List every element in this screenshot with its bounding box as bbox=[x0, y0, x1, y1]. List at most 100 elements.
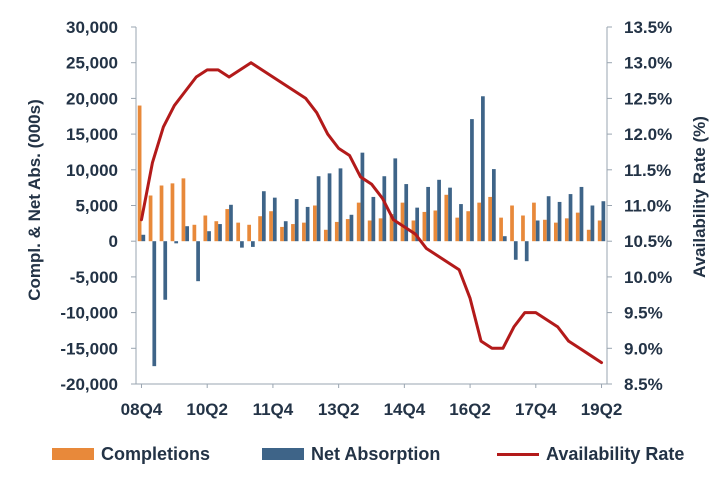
net-absorption-swatch bbox=[262, 448, 304, 460]
net-absorption-bar bbox=[207, 231, 211, 242]
legend-label-availability-rate: Availability Rate bbox=[546, 443, 685, 464]
net-absorption-bar bbox=[404, 184, 409, 242]
completions-bar bbox=[356, 202, 361, 242]
net-absorption-bar bbox=[152, 241, 157, 367]
net-absorption-bar bbox=[535, 220, 540, 242]
right-tick-label: 13.0% bbox=[624, 54, 672, 73]
net-absorption-bar bbox=[283, 221, 288, 242]
right-tick-label: 10.5% bbox=[624, 232, 672, 251]
completions-bar bbox=[400, 202, 405, 242]
right-tick-label: 9.5% bbox=[624, 304, 663, 323]
right-tick-label: 11.0% bbox=[624, 197, 671, 216]
right-axis-ticks: 8.5% 9.0% 9.5% 10.0% 10.5% 11.0% 11.5% 12.0% 12.… bbox=[607, 18, 672, 394]
completions-bar bbox=[181, 178, 186, 242]
net-absorption-bar bbox=[557, 201, 562, 242]
net-absorption-bar bbox=[218, 224, 222, 242]
completions-bar bbox=[367, 220, 372, 242]
completions-bar bbox=[477, 202, 482, 242]
x-tick-label: 13Q2 bbox=[318, 400, 360, 419]
completions-bar bbox=[137, 105, 142, 242]
completions-bar bbox=[553, 222, 558, 242]
completions-bar bbox=[302, 222, 306, 242]
net-absorption-bar bbox=[338, 168, 343, 242]
net-absorption-bar bbox=[448, 187, 452, 242]
right-axis-title: Availability Rate (%) bbox=[690, 116, 709, 278]
net-absorption-bar bbox=[502, 236, 507, 242]
net-absorption-bar bbox=[261, 191, 266, 242]
left-tick-label: 25,000 bbox=[66, 54, 118, 73]
net-absorption-bar bbox=[601, 201, 606, 242]
legend-item-availability-rate: Availability Rate bbox=[497, 436, 684, 472]
completions-bar bbox=[236, 222, 241, 242]
net-absorption-bar bbox=[590, 205, 595, 242]
right-tick-label: 13.5% bbox=[624, 18, 672, 37]
net-absorption-bar bbox=[196, 241, 200, 282]
net-absorption-bar bbox=[470, 119, 474, 242]
left-tick-label: -5,000 bbox=[70, 268, 118, 287]
completions-bar bbox=[586, 229, 591, 242]
completions-swatch bbox=[52, 448, 94, 460]
completions-bar bbox=[203, 215, 208, 242]
completions-bar bbox=[291, 224, 295, 242]
right-tick-label: 12.0% bbox=[624, 125, 672, 144]
net-absorption-bar bbox=[294, 199, 299, 242]
x-axis-ticks: 08Q4 10Q2 11Q4 13Q2 14Q4 16Q2 17Q4 19Q2 bbox=[121, 384, 623, 419]
net-absorption-bar bbox=[141, 234, 146, 242]
legend-label-net-absorption: Net Absorption bbox=[311, 443, 441, 464]
completions-bar bbox=[411, 220, 416, 242]
left-tick-label: -20,000 bbox=[60, 375, 118, 394]
completions-bar bbox=[148, 195, 153, 242]
completions-bar bbox=[543, 219, 547, 242]
left-tick-label: 10,000 bbox=[66, 161, 118, 180]
net-absorption-bar bbox=[568, 194, 573, 242]
net-absorption-bar bbox=[426, 186, 430, 242]
completions-bar bbox=[313, 205, 317, 242]
completions-bar bbox=[564, 218, 569, 242]
availability-line-swatch bbox=[497, 452, 539, 456]
left-tick-label: -15,000 bbox=[60, 339, 118, 358]
completions-bar bbox=[214, 221, 219, 242]
x-tick-label: 19Q2 bbox=[581, 400, 623, 419]
bars-layer bbox=[137, 96, 606, 367]
completions-bar bbox=[433, 210, 438, 242]
net-absorption-bar bbox=[240, 241, 244, 248]
completions-bar bbox=[192, 224, 197, 242]
left-axis-ticks: -20,000 -15,000 -10,000 -5,000 0 5,000 10,000 1… bbox=[60, 18, 136, 394]
net-absorption-bar bbox=[524, 241, 529, 262]
right-tick-label: 8.5% bbox=[624, 375, 663, 394]
net-absorption-bar bbox=[459, 204, 463, 242]
completions-bar bbox=[488, 196, 492, 242]
net-absorption-bar bbox=[272, 197, 277, 242]
net-absorption-bar bbox=[415, 207, 420, 242]
net-absorption-bar bbox=[174, 241, 179, 244]
completions-bar bbox=[597, 220, 602, 242]
left-tick-label: 5,000 bbox=[75, 197, 118, 216]
right-tick-label: 9.0% bbox=[624, 339, 663, 358]
x-tick-label: 17Q4 bbox=[515, 400, 557, 419]
legend: Completions Net Absorption Availability … bbox=[0, 436, 724, 472]
completions-bar bbox=[389, 214, 394, 242]
left-tick-label: -10,000 bbox=[60, 304, 118, 323]
completions-bar bbox=[532, 202, 536, 242]
x-tick-label: 08Q4 bbox=[121, 400, 163, 419]
net-absorption-bar bbox=[491, 169, 496, 242]
net-absorption-bar bbox=[579, 186, 584, 242]
net-absorption-bar bbox=[251, 241, 255, 247]
net-absorption-bar bbox=[546, 196, 551, 242]
x-tick-label: 14Q4 bbox=[384, 400, 426, 419]
completions-bar bbox=[575, 212, 580, 242]
x-tick-label: 10Q2 bbox=[186, 400, 228, 419]
x-tick-label: 16Q2 bbox=[449, 400, 491, 419]
right-tick-label: 11.5% bbox=[624, 161, 671, 180]
left-tick-label: 0 bbox=[109, 232, 118, 251]
completions-bar bbox=[170, 183, 175, 242]
x-tick-label: 11Q4 bbox=[253, 400, 294, 419]
right-tick-label: 12.5% bbox=[624, 89, 672, 108]
completions-bar bbox=[499, 217, 503, 242]
net-absorption-bar bbox=[185, 226, 190, 242]
net-absorption-bar bbox=[481, 96, 485, 242]
chart-area: -20,000 -15,000 -10,000 -5,000 0 5,000 10,000 1… bbox=[25, 18, 709, 419]
left-tick-label: 15,000 bbox=[66, 125, 118, 144]
net-absorption-bar bbox=[360, 152, 365, 242]
completions-bar bbox=[521, 215, 525, 242]
